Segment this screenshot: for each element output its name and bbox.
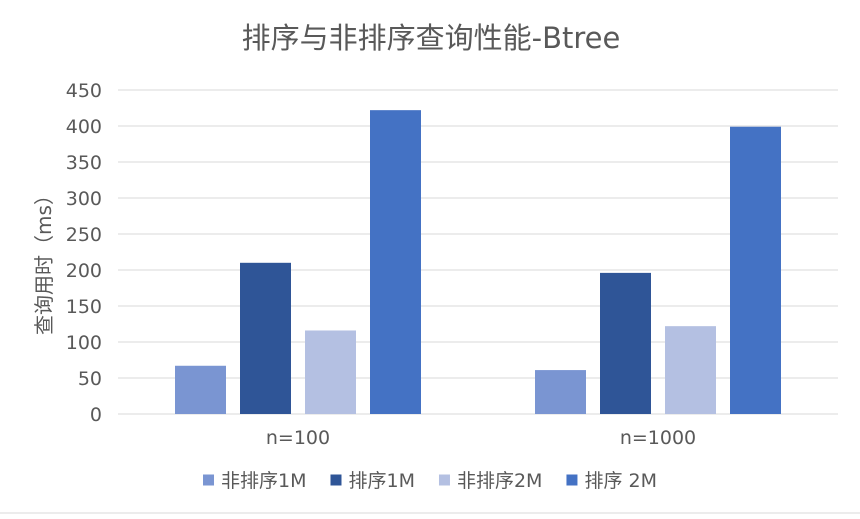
bar xyxy=(535,370,586,414)
y-tick-label: 100 xyxy=(66,332,102,354)
y-tick-label: 400 xyxy=(66,116,102,138)
x-tick-label: n=1000 xyxy=(620,427,696,449)
y-tick-label: 300 xyxy=(66,188,102,210)
legend-swatch xyxy=(566,474,578,486)
y-axis-label: 查询用时（ms） xyxy=(32,185,56,335)
y-tick-label: 250 xyxy=(66,224,102,246)
y-tick-label: 150 xyxy=(66,296,102,318)
x-axis-ticks: n=100 n=1000 xyxy=(266,427,696,449)
legend-label: 排序 2M xyxy=(584,470,657,492)
legend-swatch xyxy=(330,474,342,486)
legend-label: 非排序1M xyxy=(221,470,306,492)
legend-label: 非排序2M xyxy=(457,470,542,492)
bar xyxy=(240,262,291,414)
bars xyxy=(175,110,781,414)
legend-label: 排序1M xyxy=(348,470,414,492)
y-tick-label: 200 xyxy=(66,260,102,282)
legend: 非排序1M 排序1M 非排序2M 排序 2M xyxy=(203,470,657,492)
legend-swatch xyxy=(203,474,215,486)
y-tick-label: 0 xyxy=(90,404,102,426)
gridlines xyxy=(118,89,838,415)
chart-title: 排序与非排序查询性能-Btree xyxy=(242,21,621,55)
bar xyxy=(175,365,226,414)
y-tick-label: 450 xyxy=(66,80,102,102)
bar xyxy=(600,272,651,414)
y-axis-ticks: 0 50 100 150 200 250 300 350 400 450 xyxy=(66,80,102,426)
x-tick-label: n=100 xyxy=(266,427,330,449)
bar xyxy=(305,330,356,414)
legend-swatch xyxy=(438,474,450,486)
y-tick-label: 350 xyxy=(66,152,102,174)
bar xyxy=(665,326,716,414)
bar xyxy=(730,126,781,414)
bar xyxy=(370,110,421,414)
y-tick-label: 50 xyxy=(78,368,102,390)
